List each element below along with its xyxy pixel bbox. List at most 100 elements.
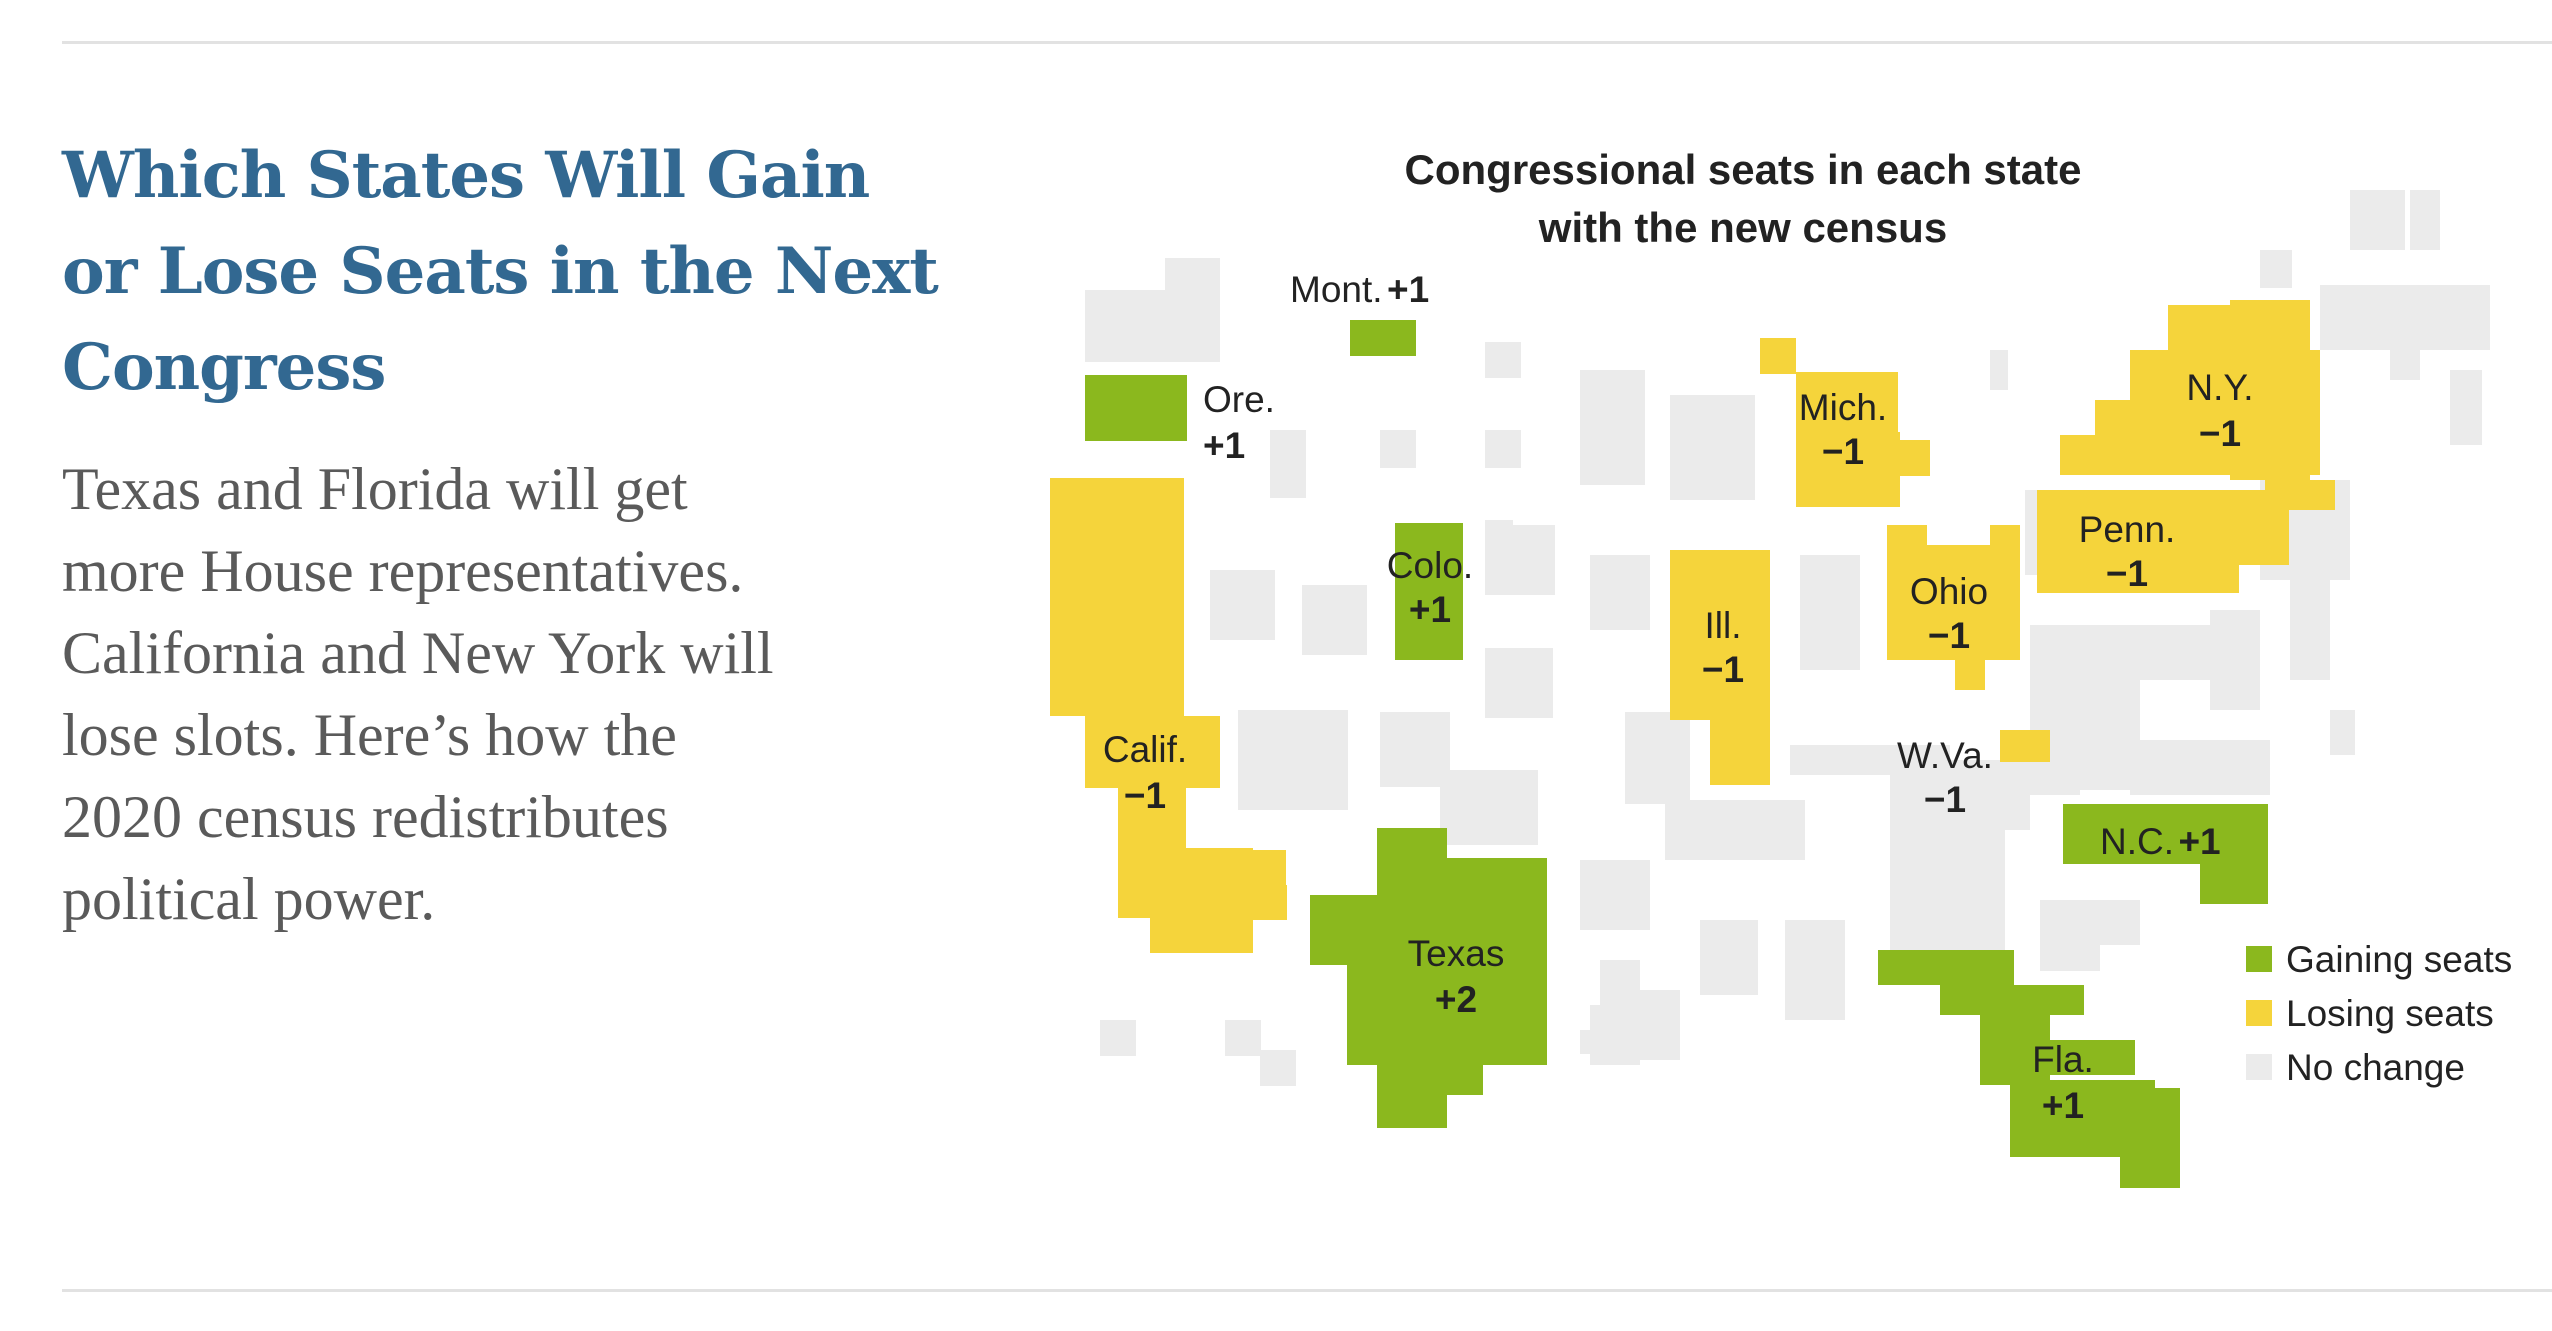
state-change: −1: [1924, 779, 1966, 820]
no-change-state-tile: [2350, 190, 2405, 250]
no-change-state-tile: [1485, 342, 1521, 378]
state-label-illinois: Ill. −1: [1702, 605, 1744, 690]
state-change: −1: [1702, 649, 1744, 690]
state-change: −1: [1928, 615, 1970, 656]
map-title: with the new census: [1538, 204, 1947, 251]
legend-swatch-losing: [2246, 1000, 2272, 1026]
no-change-state-tile: [1238, 710, 1348, 810]
state-label-michigan: Mich. −1: [1799, 387, 1887, 472]
state-tile: [1760, 338, 1796, 374]
no-change-state-tile: [1590, 555, 1650, 630]
no-change-state-tile: [1440, 770, 1538, 845]
state-tile: [1050, 478, 1184, 716]
summary-line: California and New York will: [62, 620, 774, 686]
state-tile: [2037, 490, 2239, 593]
state-tile: [2063, 804, 2268, 864]
no-change-state-tile: [1302, 585, 1367, 655]
state-tile: [1927, 545, 1990, 660]
state-name: Ill.: [1705, 605, 1742, 646]
state-tile: [2200, 864, 2268, 904]
no-change-state-tile: [1800, 555, 1860, 670]
state-name: Calif.: [1103, 729, 1187, 770]
state-shape-ill: [1670, 550, 1770, 785]
state-label-texas: Texas +2: [1408, 933, 1505, 1020]
no-change-state-tile: [1165, 258, 1220, 362]
summary-line: 2020 census redistributes: [62, 784, 669, 850]
legend-label-gaining: Gaining seats: [2286, 939, 2512, 980]
state-label-pennsylvania: Penn. −1: [2079, 509, 2176, 594]
headline: Which States Will Gain or Lose Seats in …: [62, 128, 962, 416]
no-change-state-tile: [1510, 525, 1555, 595]
svg-text:N.C. +1: N.C. +1: [2100, 821, 2221, 862]
state-tile: [1887, 525, 1927, 660]
state-change: −1: [2199, 413, 2241, 454]
state-tile: [1085, 375, 1187, 441]
state-tile: [2239, 490, 2289, 565]
state-tile: [2135, 1150, 2180, 1185]
no-change-state-tile: [2330, 710, 2355, 755]
state-shape-fla: [1878, 950, 2180, 1188]
state-shape-mont: [1350, 320, 1416, 356]
no-change-state-tile: [1580, 860, 1650, 930]
state-tile: [1670, 550, 1770, 720]
no-change-state-tile: [1210, 570, 1275, 640]
no-change-state-tile: [2450, 370, 2482, 445]
no-change-state-tile: [2070, 680, 2140, 790]
state-name: W.Va.: [1897, 735, 1993, 776]
state-shapes: [1050, 300, 2335, 1188]
no-change-state-tile: [2320, 285, 2490, 350]
state-shape-calif: [1050, 478, 1287, 953]
bottom-divider: [62, 1289, 2552, 1292]
summary-line: more House representatives.: [62, 538, 744, 604]
no-change-state-tile: [1890, 830, 2005, 950]
no-change-state-tile: [1785, 920, 1845, 1020]
state-label-north-carolina: N.C. +1: [2100, 821, 2221, 862]
state-label-montana: Mont. +1: [1290, 269, 1429, 310]
state-name: Mich.: [1799, 387, 1887, 428]
no-change-state-tile: [1890, 760, 2030, 830]
state-shape-mich: [1760, 338, 1930, 507]
state-label-florida: Fla. +1: [2032, 1039, 2094, 1126]
state-tile: [1878, 950, 2014, 985]
state-name: N.Y.: [2186, 367, 2253, 408]
state-shape-ny: [2060, 300, 2335, 510]
headline-line: Congress: [62, 330, 386, 405]
state-tile: [1710, 720, 1770, 785]
state-label-ohio: Ohio −1: [1910, 571, 1988, 656]
no-change-state-tile: [2290, 570, 2330, 680]
state-shape-wva: [2000, 730, 2050, 762]
state-tile: [1150, 918, 1253, 953]
state-label-west-virginia: W.Va. −1: [1897, 735, 1993, 820]
state-name: Ore.: [1203, 379, 1275, 420]
state-shape-penn: [2037, 490, 2289, 593]
state-tile: [1253, 885, 1287, 920]
no-change-state-tile: [1625, 712, 1690, 804]
state-tile: [1940, 985, 2014, 1015]
no-change-state-tile: [1670, 395, 1755, 500]
state-tile: [1796, 432, 1900, 507]
state-tile: [2025, 1040, 2135, 1075]
state-label-colorado: Colo. +1: [1387, 545, 1473, 630]
state-tile: [1395, 523, 1463, 660]
state-change: +1: [2178, 821, 2220, 862]
no-change-state-tile: [1485, 430, 1521, 468]
state-shape-nc: [2063, 804, 2268, 904]
no-change-state-tile: [1590, 1005, 1640, 1065]
legend-swatch-gaining: [2246, 946, 2272, 972]
state-tile: [2014, 985, 2084, 1015]
state-change: −1: [2106, 553, 2148, 594]
legend-label-losing: Losing seats: [2286, 993, 2494, 1034]
headline-line: Which States Will Gain: [62, 138, 870, 213]
summary-line: Texas and Florida will get: [62, 456, 688, 522]
state-name: Mont.: [1290, 269, 1383, 310]
state-name: Ohio: [1910, 571, 1988, 612]
state-tile: [2000, 730, 2050, 762]
state-change: +2: [1435, 979, 1477, 1020]
no-change-state-tile: [1085, 290, 1165, 362]
no-change-state-tile: [2130, 740, 2270, 795]
state-name: Penn.: [2079, 509, 2176, 550]
no-change-state-tile: [1990, 350, 2008, 390]
svg-text:Mont. +1: Mont. +1: [1290, 269, 1429, 310]
legend-label-no-change: No change: [2286, 1047, 2465, 1088]
